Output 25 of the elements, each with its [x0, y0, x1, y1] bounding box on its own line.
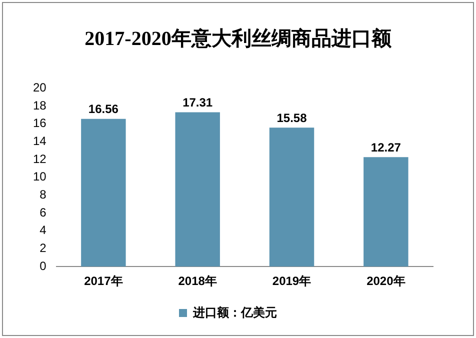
x-tick-label: 2019年	[272, 274, 312, 288]
data-label: 16.56	[88, 102, 119, 116]
bar	[269, 128, 314, 267]
y-tick-label: 2	[40, 241, 47, 256]
x-tick-label: 2020年	[366, 274, 406, 288]
bar	[81, 118, 126, 267]
legend-label: 进口额：亿美元	[192, 305, 277, 320]
y-tick-label: 10	[32, 170, 47, 184]
y-tick-label: 6	[40, 205, 47, 220]
y-tick-label: 14	[32, 134, 47, 148]
x-tick-label: 2017年	[84, 274, 123, 288]
y-tick-label: 20	[32, 80, 47, 95]
data-label: 15.58	[276, 110, 308, 125]
y-tick-label: 18	[32, 98, 47, 112]
bar	[364, 157, 408, 267]
data-label: 17.31	[182, 96, 213, 110]
y-tick-label: 12	[32, 152, 47, 166]
bar	[175, 112, 220, 267]
y-tick-label: 16	[32, 116, 47, 130]
x-tick-label: 2018年	[178, 274, 217, 288]
chart-title: 2017-2020年意大利丝绸商品进口额	[84, 26, 392, 52]
y-tick-label: 0	[40, 258, 47, 273]
data-label: 12.27	[370, 140, 402, 154]
y-tick-label: 4	[40, 223, 47, 238]
y-tick-label: 8	[40, 188, 47, 202]
